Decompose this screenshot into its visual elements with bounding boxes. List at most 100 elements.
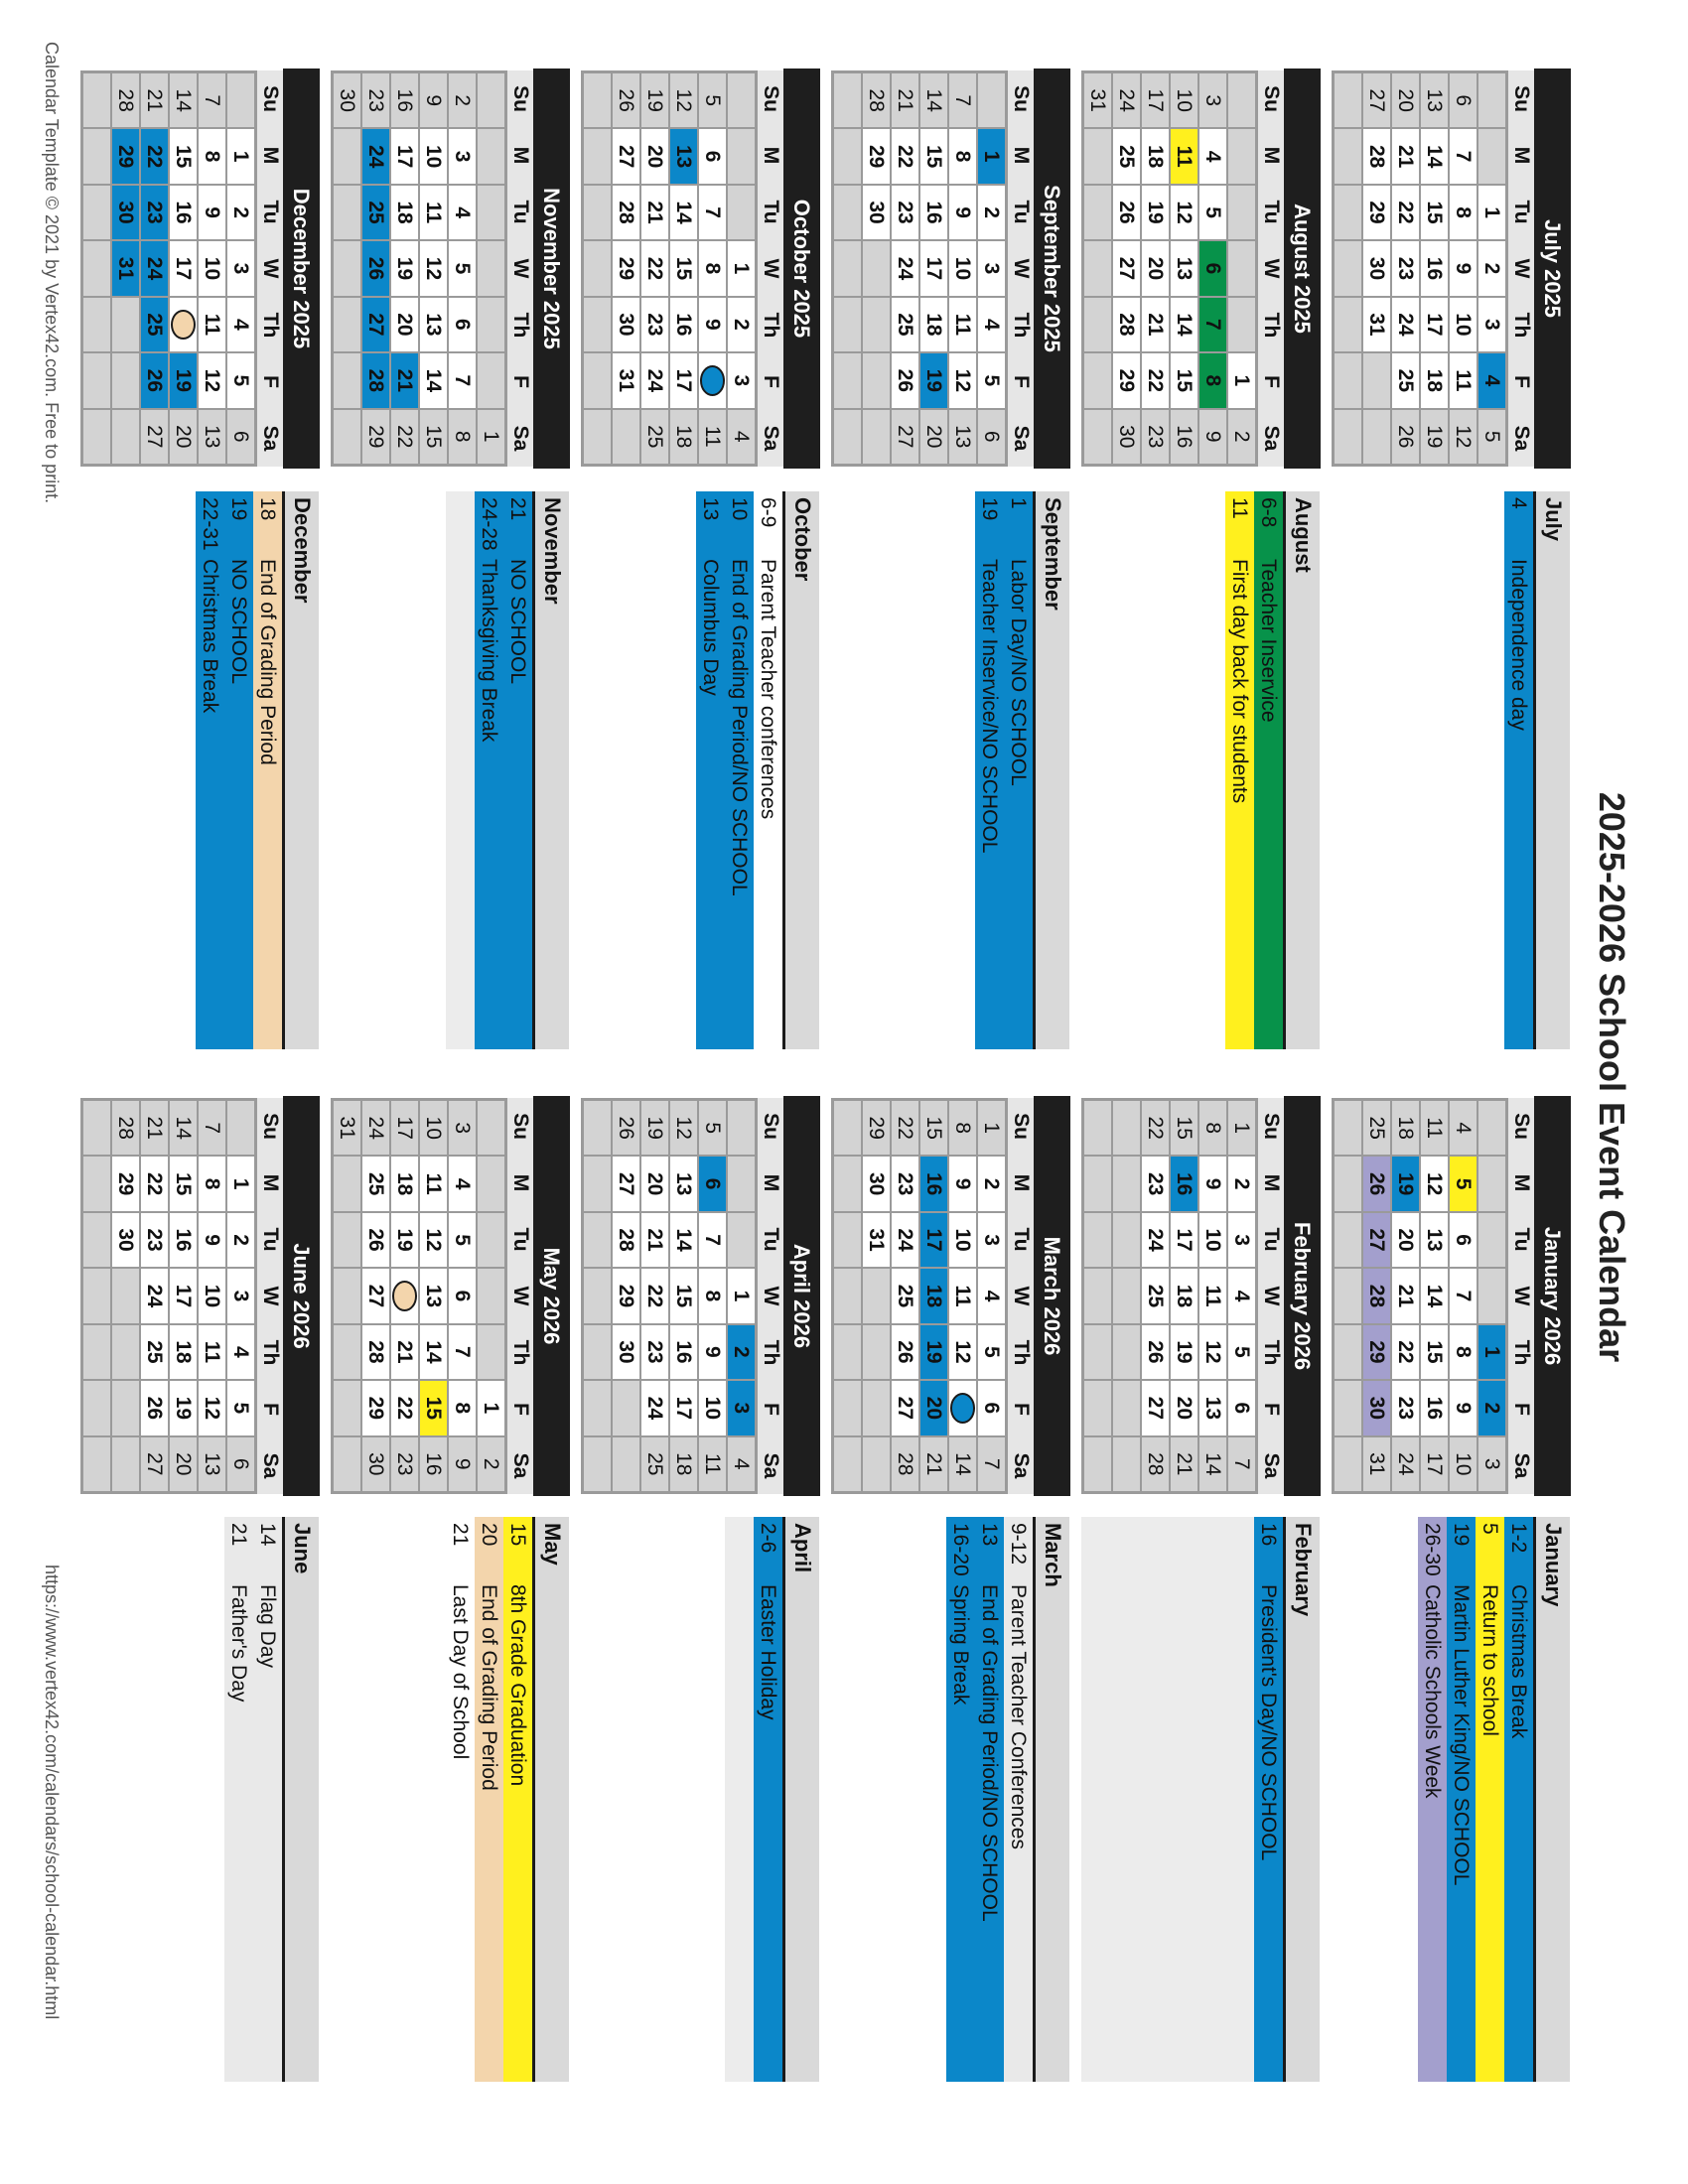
day-cell[interactable]: 18 xyxy=(169,296,198,353)
day-cell[interactable]: 6 xyxy=(226,1435,255,1492)
day-cell[interactable]: 13 xyxy=(948,1380,977,1436)
day-cell[interactable]: 23 xyxy=(390,1435,419,1492)
day-cell[interactable]: 26 xyxy=(361,240,390,297)
day-cell[interactable]: 7 xyxy=(1198,296,1227,353)
day-cell[interactable]: 20 xyxy=(1170,1380,1198,1436)
day-cell[interactable]: 4 xyxy=(448,184,477,241)
day-cell[interactable]: 9 xyxy=(1198,408,1227,465)
day-cell[interactable]: 11 xyxy=(198,296,226,353)
day-cell[interactable]: 15 xyxy=(1420,1323,1449,1381)
day-cell[interactable]: 12 xyxy=(419,240,448,297)
day-cell[interactable]: 15 xyxy=(1170,352,1198,409)
day-cell[interactable]: 26 xyxy=(612,1100,640,1157)
day-cell[interactable]: 11 xyxy=(419,1156,448,1212)
day-cell[interactable]: 6 xyxy=(1449,1211,1477,1269)
day-cell[interactable]: 18 xyxy=(390,184,419,241)
day-cell[interactable]: 30 xyxy=(333,72,361,129)
day-cell[interactable]: 22 xyxy=(640,240,669,297)
day-cell[interactable]: 25 xyxy=(140,1323,169,1381)
day-cell[interactable]: 8 xyxy=(698,240,727,297)
day-cell[interactable]: 27 xyxy=(1141,1380,1170,1436)
day-cell[interactable]: 12 xyxy=(1420,1156,1449,1212)
day-cell[interactable]: 24 xyxy=(361,1100,390,1157)
day-cell[interactable]: 29 xyxy=(1112,352,1141,409)
day-cell[interactable]: 16 xyxy=(1170,1156,1198,1212)
day-cell[interactable]: 1 xyxy=(226,1156,255,1212)
day-cell[interactable]: 11 xyxy=(198,1323,226,1381)
day-cell[interactable]: 23 xyxy=(640,296,669,353)
day-cell[interactable]: 22 xyxy=(891,1100,919,1157)
day-cell[interactable]: 6 xyxy=(448,1268,477,1324)
day-cell[interactable]: 28 xyxy=(612,1211,640,1269)
day-cell[interactable]: 9 xyxy=(419,72,448,129)
day-cell[interactable]: 16 xyxy=(1420,240,1449,297)
day-cell[interactable]: 16 xyxy=(669,296,698,353)
day-cell[interactable]: 1 xyxy=(1477,1323,1506,1381)
day-cell[interactable]: 30 xyxy=(1362,240,1391,297)
day-cell[interactable]: 15 xyxy=(1420,184,1449,241)
day-cell[interactable]: 18 xyxy=(919,296,948,353)
day-cell[interactable]: 7 xyxy=(1449,128,1477,185)
day-cell[interactable]: 13 xyxy=(198,408,226,465)
day-cell[interactable]: 10 xyxy=(1449,296,1477,353)
day-cell[interactable]: 8 xyxy=(1198,352,1227,409)
day-cell[interactable]: 7 xyxy=(448,352,477,409)
day-cell[interactable]: 2 xyxy=(477,1435,505,1492)
day-cell[interactable]: 20 xyxy=(1391,72,1420,129)
day-cell[interactable]: 9 xyxy=(698,1323,727,1381)
day-cell[interactable]: 1 xyxy=(1227,1100,1256,1157)
day-cell[interactable]: 17 xyxy=(669,352,698,409)
day-cell[interactable]: 17 xyxy=(390,1100,419,1157)
day-cell[interactable]: 3 xyxy=(448,128,477,185)
day-cell[interactable]: 8 xyxy=(698,1268,727,1324)
day-cell[interactable]: 13 xyxy=(1198,1380,1227,1436)
day-cell[interactable]: 27 xyxy=(1112,240,1141,297)
day-cell[interactable]: 2 xyxy=(1477,240,1506,297)
day-cell[interactable]: 7 xyxy=(448,1323,477,1381)
day-cell[interactable]: 12 xyxy=(669,1100,698,1157)
day-cell[interactable]: 5 xyxy=(226,352,255,409)
day-cell[interactable]: 16 xyxy=(919,1156,948,1212)
day-cell[interactable]: 4 xyxy=(977,1268,1006,1324)
day-cell[interactable]: 11 xyxy=(698,408,727,465)
day-cell[interactable]: 8 xyxy=(1449,1323,1477,1381)
day-cell[interactable]: 1 xyxy=(727,1268,756,1324)
day-cell[interactable]: 1 xyxy=(1227,352,1256,409)
day-cell[interactable]: 8 xyxy=(448,1380,477,1436)
day-cell[interactable]: 18 xyxy=(169,1323,198,1381)
day-cell[interactable]: 18 xyxy=(1391,1100,1420,1157)
day-cell[interactable]: 10 xyxy=(1449,1435,1477,1492)
day-cell[interactable]: 1 xyxy=(977,1100,1006,1157)
day-cell[interactable]: 5 xyxy=(226,1380,255,1436)
day-cell[interactable]: 25 xyxy=(361,184,390,241)
day-cell[interactable]: 26 xyxy=(612,72,640,129)
day-cell[interactable]: 8 xyxy=(948,128,977,185)
day-cell[interactable]: 20 xyxy=(640,1156,669,1212)
day-cell[interactable]: 31 xyxy=(1362,296,1391,353)
day-cell[interactable]: 1 xyxy=(1477,184,1506,241)
day-cell[interactable]: 11 xyxy=(1449,352,1477,409)
day-cell[interactable]: 8 xyxy=(198,128,226,185)
day-cell[interactable]: 3 xyxy=(1198,72,1227,129)
day-cell[interactable]: 12 xyxy=(198,1380,226,1436)
day-cell[interactable]: 10 xyxy=(419,1100,448,1157)
day-cell[interactable]: 19 xyxy=(919,1323,948,1381)
day-cell[interactable]: 4 xyxy=(226,1323,255,1381)
day-cell[interactable]: 14 xyxy=(1170,296,1198,353)
day-cell[interactable]: 24 xyxy=(140,1268,169,1324)
day-cell[interactable]: 2 xyxy=(226,1211,255,1269)
day-cell[interactable]: 28 xyxy=(111,72,140,129)
day-cell[interactable]: 24 xyxy=(1391,296,1420,353)
day-cell[interactable]: 26 xyxy=(891,352,919,409)
day-cell[interactable]: 17 xyxy=(1170,1211,1198,1269)
day-cell[interactable]: 19 xyxy=(1420,408,1449,465)
day-cell[interactable]: 11 xyxy=(948,296,977,353)
day-cell[interactable]: 17 xyxy=(1141,72,1170,129)
day-cell[interactable]: 21 xyxy=(1391,1268,1420,1324)
day-cell[interactable]: 24 xyxy=(140,240,169,297)
day-cell[interactable]: 29 xyxy=(612,240,640,297)
day-cell[interactable]: 19 xyxy=(169,352,198,409)
day-cell[interactable]: 14 xyxy=(1420,1268,1449,1324)
day-cell[interactable]: 29 xyxy=(612,1268,640,1324)
day-cell[interactable]: 13 xyxy=(419,296,448,353)
